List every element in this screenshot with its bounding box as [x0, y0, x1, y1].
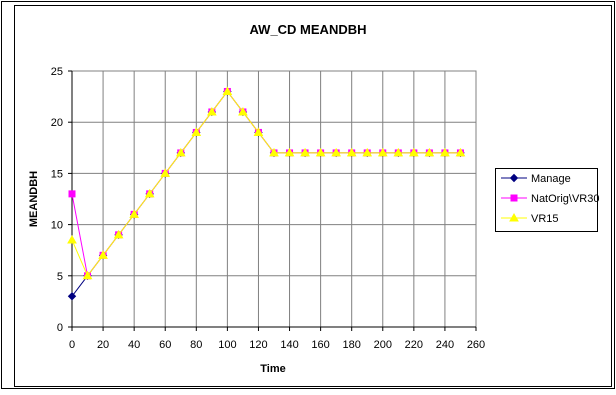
data-point	[362, 147, 373, 157]
data-point	[191, 127, 202, 136]
data-point	[67, 292, 77, 301]
legend-marker	[509, 173, 519, 183]
series-2	[67, 86, 466, 280]
x-tick-label: 120	[249, 339, 267, 351]
y-tick-label: 10	[51, 220, 63, 232]
x-tick-label: 240	[436, 339, 454, 351]
x-tick-label: 20	[97, 339, 109, 351]
data-point	[238, 106, 248, 116]
legend-marker	[509, 212, 519, 222]
x-tick-label: 160	[311, 339, 329, 351]
x-axis-label: Time	[260, 363, 285, 375]
legend-entry: Manage	[501, 173, 571, 185]
y-tick-label: 5	[57, 271, 63, 283]
plot-area	[71, 70, 477, 328]
data-point	[144, 188, 155, 198]
chart-title: AW_CD MEANDBH	[250, 22, 367, 37]
data-point	[175, 147, 186, 157]
data-point	[98, 250, 108, 259]
x-tick-label: 220	[405, 339, 423, 351]
data-point	[113, 229, 124, 239]
data-point	[269, 147, 279, 157]
data-point	[284, 147, 295, 157]
x-tick-label: 200	[374, 339, 392, 351]
data-point	[82, 270, 93, 280]
x-tick-label: 260	[467, 339, 485, 351]
data-point	[222, 86, 233, 95]
x-tick-label: 40	[128, 339, 140, 351]
data-point	[300, 147, 310, 157]
data-point	[160, 168, 171, 177]
data-point	[129, 209, 140, 218]
data-point	[315, 147, 326, 157]
x-tick-label: 60	[159, 339, 171, 351]
grid-layer	[72, 71, 476, 327]
data-point	[67, 234, 77, 244]
y-tick-label: 25	[51, 66, 63, 78]
data-point	[393, 147, 404, 157]
data-point	[377, 147, 388, 157]
y-tick-label: 15	[51, 168, 63, 180]
legend-marker	[510, 194, 518, 202]
data-point	[440, 147, 450, 157]
data-point	[346, 147, 357, 157]
data-point	[253, 127, 264, 136]
legend-label: NatOrig\VR30	[531, 193, 599, 205]
x-tick-label: 80	[190, 339, 202, 351]
y-tick-label: 0	[57, 322, 63, 334]
data-point	[331, 147, 342, 157]
x-tick-label: 100	[218, 339, 236, 351]
series-layer	[67, 86, 466, 301]
legend-label: Manage	[531, 173, 571, 185]
y-axis-label: MEANDBH	[28, 171, 40, 227]
legend-entry: VR15	[501, 212, 559, 225]
axis-layer: 0 20 40 60 80 100 120 140 160 180 200 220 240 260 0 5 10…	[51, 66, 485, 351]
data-point	[424, 147, 435, 157]
y-tick-label: 20	[51, 117, 63, 129]
x-tick-label: 0	[69, 339, 75, 351]
x-tick-label: 140	[280, 339, 298, 351]
legend-label: VR15	[531, 213, 559, 225]
legend-entry: NatOrig\VR30	[501, 193, 599, 205]
legend: Manage NatOrig\VR30 VR15	[495, 168, 599, 232]
x-tick-label: 180	[343, 339, 361, 351]
data-point	[68, 190, 76, 198]
data-point	[408, 147, 419, 157]
data-point	[206, 106, 217, 116]
data-point	[455, 147, 466, 157]
